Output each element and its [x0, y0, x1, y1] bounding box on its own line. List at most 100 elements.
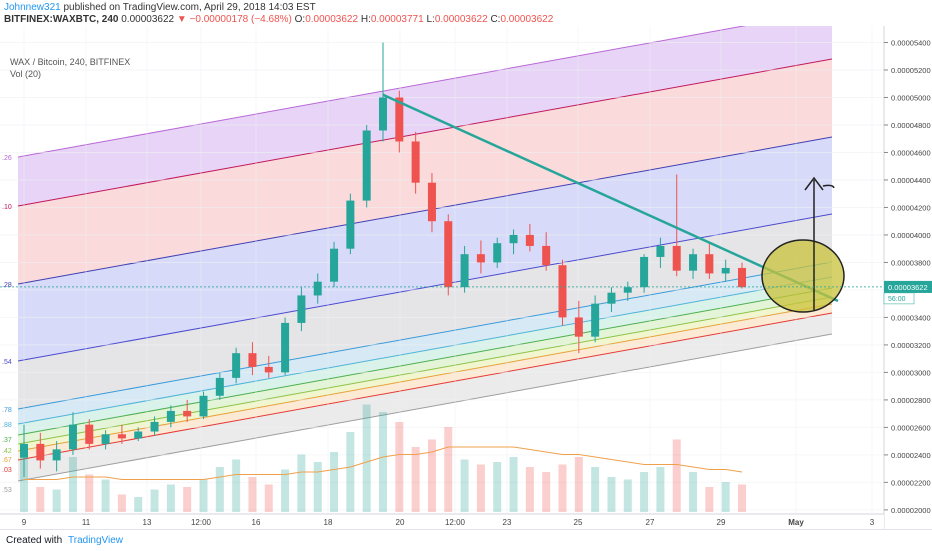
author-link[interactable]: Johnnew321: [4, 2, 61, 13]
price-chart[interactable]: 0.00005400 0.00005200 0.00005000 0.00004800…: [0, 26, 932, 529]
volume-bar: [166, 484, 175, 512]
fib-line: [17, 213, 833, 362]
volume-bar: [574, 457, 583, 512]
candle-body: [623, 287, 632, 293]
candle-body: [509, 234, 518, 244]
candle-body: [411, 141, 420, 183]
candle-body: [689, 254, 698, 271]
y-tick-label: 0.00002600: [891, 423, 931, 432]
fib-level-label: .26: [2, 155, 12, 162]
volume-bar: [52, 489, 61, 512]
y-tick-label: 0.00005400: [891, 38, 931, 47]
volume-bar: [85, 474, 94, 512]
candle-body: [379, 97, 387, 131]
candle-body: [68, 424, 77, 450]
volume-bar: [493, 462, 502, 512]
volume-bar: [427, 439, 436, 512]
c-label: C:: [490, 14, 501, 25]
volume-bar: [705, 487, 714, 512]
x-tick-label: 9: [22, 518, 27, 527]
volume-bar: [264, 484, 273, 512]
y-tick-label: 0.00002000: [891, 506, 931, 515]
volume-bar: [36, 487, 45, 512]
x-tick-label: 18: [324, 518, 333, 527]
target-circle: [761, 239, 845, 313]
volume-bar: [248, 477, 257, 512]
candle-body: [525, 234, 534, 246]
footer-bar: Created with TradingView: [0, 529, 932, 551]
volume-bar: [150, 489, 159, 512]
volume-bar: [232, 459, 241, 512]
x-tick-label: 11: [82, 518, 91, 527]
l-label: L:: [426, 14, 435, 25]
candle-body: [444, 221, 453, 288]
candle-body: [493, 243, 502, 263]
volume-bar: [738, 484, 746, 512]
legend-symbol: WAX / Bitcoin, 240, BITFINEX: [10, 57, 131, 67]
fib-band: [18, 304, 832, 460]
candle-body: [640, 256, 649, 288]
chart-area[interactable]: 0.00005400 0.00005200 0.00005000 0.00004800…: [0, 26, 932, 529]
candle-body: [721, 267, 730, 274]
fib-level-label: .10: [2, 204, 12, 211]
candle-body: [362, 130, 371, 201]
volume-bar: [623, 479, 632, 512]
ohlc-line: BITFINEX:WAXBTC, 240 0.00003622 ▼ −0.000…: [4, 14, 553, 25]
countdown-badge: [883, 292, 915, 305]
candle-body: [330, 248, 339, 282]
y-axis-panel: [884, 26, 932, 529]
candle-body: [215, 377, 224, 396]
volume-bar: [656, 467, 665, 512]
y-tick-label: 0.00005200: [891, 66, 931, 75]
publish-line: Johnnew321 published on TradingView.com,…: [4, 2, 316, 13]
down-arrow-icon: ▼: [176, 14, 187, 25]
candle-body: [395, 97, 404, 142]
y-tick-label: 0.00005000: [891, 93, 931, 102]
volume-bar: [101, 479, 110, 512]
h-label: H:: [360, 14, 371, 25]
volume-bar: [591, 467, 600, 512]
y-tick-label: 0.00003400: [891, 313, 931, 322]
volume-bar: [117, 494, 126, 512]
volume-bar: [689, 472, 698, 512]
symbol-label: BITFINEX:WAXBTC, 240: [4, 14, 119, 25]
y-tick-label: 0.00004400: [891, 176, 931, 185]
y-tick-label: 0.00004600: [891, 148, 931, 157]
legend-volume: Vol (20): [10, 69, 42, 79]
tradingview-logo[interactable]: TradingView: [68, 535, 124, 546]
candle-body: [313, 281, 322, 296]
x-tick-label: 27: [646, 518, 655, 527]
fib-level-label: .37: [2, 437, 12, 444]
volume-bar: [68, 457, 77, 512]
candle-body: [199, 395, 208, 417]
candle-body: [150, 421, 159, 432]
fib-band: [18, 137, 832, 361]
x-tick-label: 20: [396, 518, 405, 527]
header-bar: Johnnew321 published on TradingView.com,…: [0, 0, 932, 26]
x-tick-label: 12:00: [445, 518, 466, 527]
candle-body: [427, 182, 436, 222]
arrow-head-icon: [804, 176, 835, 191]
volume-bar: [411, 447, 420, 512]
x-tick-label: 23: [503, 518, 512, 527]
volume-bar: [362, 404, 371, 512]
candle-body: [656, 245, 665, 257]
c-value: 0.00003622: [500, 14, 554, 25]
candle-body: [591, 303, 600, 337]
volume-bar: [297, 454, 306, 512]
y-tick-label: 0.00002800: [891, 396, 931, 405]
last-price-label: 0.00003622: [888, 283, 928, 292]
candle-body: [117, 434, 126, 439]
volume-bar: [607, 477, 616, 512]
candle-body: [607, 292, 616, 304]
volume-bar: [199, 479, 208, 512]
candle-body: [476, 254, 485, 263]
fib-line: [17, 136, 833, 285]
candle-body: [558, 265, 567, 318]
y-tick-label: 0.00003200: [891, 341, 931, 350]
y-tick-label: 0.00004000: [891, 231, 931, 240]
volume-bar: [509, 457, 518, 512]
o-value: 0.00003622: [305, 14, 359, 25]
x-tick-label: May: [788, 518, 804, 527]
candle-body: [542, 245, 551, 266]
